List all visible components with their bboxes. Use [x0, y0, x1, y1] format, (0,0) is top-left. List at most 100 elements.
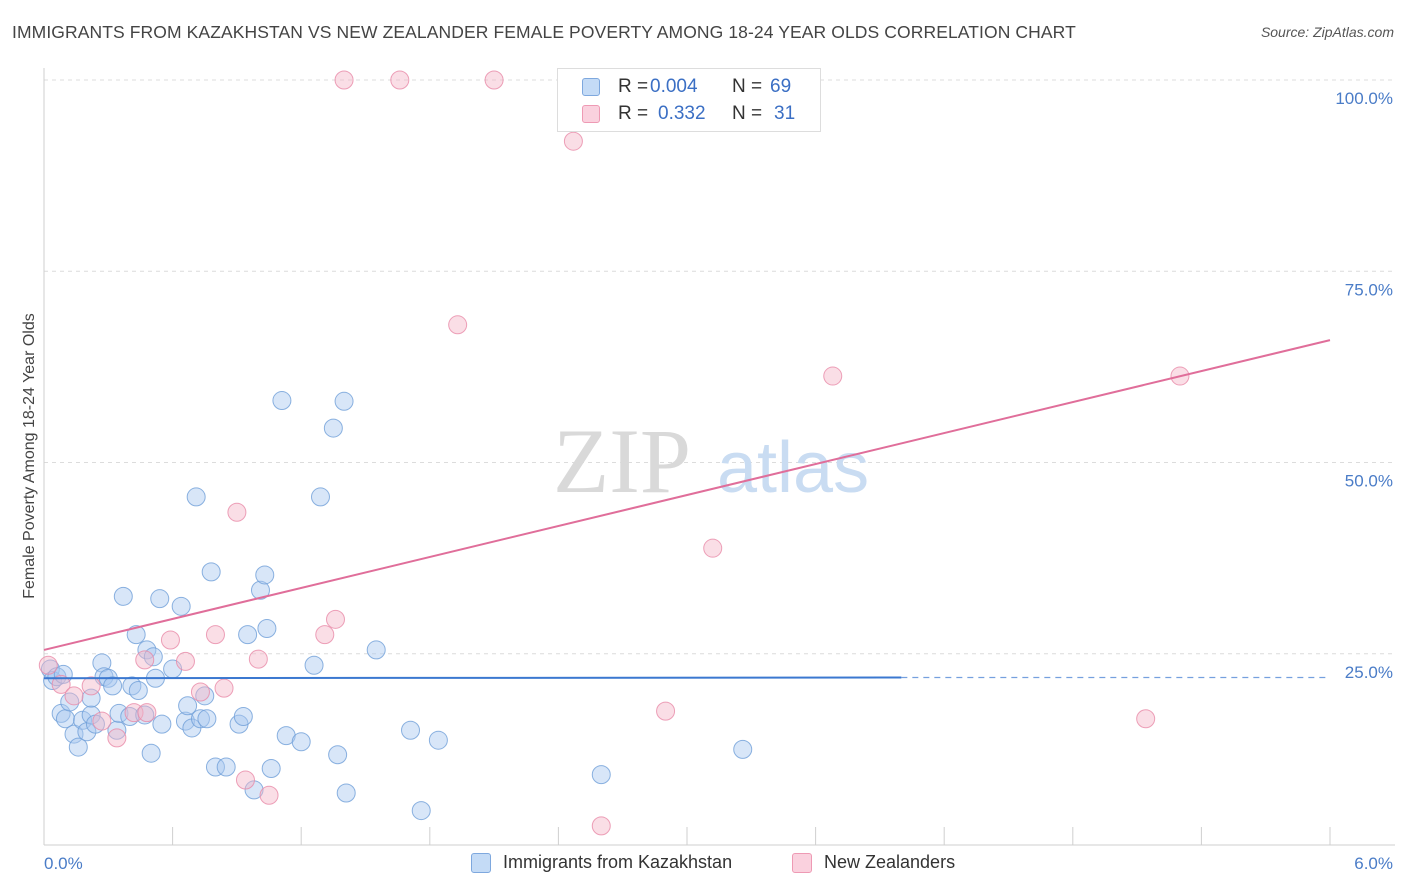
- data-point-kazakhstan: [141, 743, 161, 763]
- axes: [43, 68, 1395, 846]
- data-point-kazakhstan: [428, 730, 448, 750]
- data-point-kazakhstan: [81, 705, 101, 725]
- bottom-legend-swatch-pink: [792, 853, 812, 873]
- data-points: [38, 70, 1190, 836]
- data-point-kazakhstan: [255, 565, 275, 585]
- data-point-kazakhstan: [328, 745, 348, 765]
- data-point-kazakhstan: [152, 714, 172, 734]
- watermark-atlas: atlas: [717, 428, 869, 508]
- legend-n-value: 69: [770, 76, 792, 97]
- data-point-kazakhstan: [250, 580, 270, 600]
- data-point-kazakhstan: [216, 757, 236, 777]
- x-tick-labels: 0.0% 6.0%: [44, 854, 1393, 873]
- data-point-kazakhstan: [186, 487, 206, 507]
- data-point-kazakhstan: [68, 737, 88, 757]
- data-point-kazakhstan: [366, 640, 386, 660]
- data-point-new_zealanders: [703, 538, 723, 558]
- data-point-kazakhstan: [591, 765, 611, 785]
- trend-line-kazakhstan: [43, 676, 902, 680]
- data-point-kazakhstan: [336, 783, 356, 803]
- data-point-new_zealanders: [325, 609, 345, 629]
- data-point-kazakhstan: [171, 596, 191, 616]
- chart-title: IMMIGRANTS FROM KAZAKHSTAN VS NEW ZEALAN…: [12, 22, 1076, 42]
- data-point-kazakhstan: [257, 619, 277, 639]
- data-point-kazakhstan: [109, 703, 129, 723]
- data-point-kazakhstan: [150, 589, 170, 609]
- data-point-new_zealanders: [160, 630, 180, 650]
- data-point-kazakhstan: [310, 487, 330, 507]
- data-point-kazakhstan: [128, 680, 148, 700]
- y-tick-label: 75.0%: [1345, 280, 1393, 299]
- data-point-kazakhstan: [411, 801, 431, 821]
- data-point-new_zealanders: [448, 315, 468, 335]
- data-point-new_zealanders: [135, 650, 155, 670]
- source-label: Source: ZipAtlas.com: [1260, 24, 1394, 40]
- data-point-new_zealanders: [390, 70, 410, 90]
- data-point-kazakhstan: [103, 676, 123, 696]
- data-point-new_zealanders: [823, 366, 843, 386]
- data-point-kazakhstan: [178, 696, 198, 716]
- data-point-new_zealanders: [563, 131, 583, 151]
- y-axis-label: Female Poverty Among 18-24 Year Olds: [21, 313, 38, 599]
- data-point-kazakhstan: [261, 759, 281, 778]
- y-tick-labels: 25.0% 50.0% 75.0% 100.0%: [1335, 89, 1393, 682]
- data-point-new_zealanders: [248, 649, 268, 669]
- data-point-kazakhstan: [233, 706, 253, 726]
- data-point-new_zealanders: [334, 70, 354, 90]
- data-point-new_zealanders: [175, 651, 195, 671]
- watermark-zip: ZIP: [553, 410, 691, 512]
- bottom-legend-label: Immigrants from Kazakhstan: [503, 852, 733, 872]
- data-point-kazakhstan: [107, 720, 127, 740]
- grid-lines: [44, 79, 1395, 655]
- legend-n-label: N =: [732, 76, 763, 97]
- legend-r-value: 0.004: [650, 76, 698, 97]
- data-point-kazakhstan: [272, 391, 292, 411]
- legend-n-label: N =: [732, 103, 763, 124]
- data-point-new_zealanders: [591, 816, 611, 836]
- data-point-kazakhstan: [323, 418, 343, 438]
- data-point-kazakhstan: [190, 709, 210, 729]
- data-point-new_zealanders: [107, 728, 127, 748]
- bottom-legend-label: New Zealanders: [824, 852, 956, 872]
- data-point-kazakhstan: [113, 586, 133, 606]
- legend-swatch-pink: [582, 105, 600, 123]
- data-point-new_zealanders: [137, 703, 157, 723]
- legend-n-value: 31: [774, 103, 796, 124]
- data-point-kazakhstan: [238, 625, 258, 645]
- correlation-legend: R = 0.004 N = 69 R = 0.332 N = 31: [557, 68, 821, 132]
- data-point-new_zealanders: [51, 674, 71, 694]
- data-point-kazakhstan: [197, 709, 217, 729]
- trend-line-new_zealanders: [43, 339, 1331, 651]
- watermark: ZIP atlas: [553, 410, 869, 512]
- y-tick-label: 50.0%: [1345, 472, 1393, 491]
- x-tick-label: 6.0%: [1354, 854, 1393, 873]
- data-point-kazakhstan: [291, 732, 311, 752]
- data-point-new_zealanders: [214, 678, 234, 698]
- data-point-new_zealanders: [259, 785, 279, 805]
- data-point-new_zealanders: [315, 625, 335, 645]
- legend-r-label: R =: [618, 76, 649, 97]
- data-point-kazakhstan: [201, 562, 221, 582]
- data-point-new_zealanders: [92, 711, 112, 731]
- y-tick-label: 100.0%: [1335, 89, 1393, 108]
- data-point-new_zealanders: [205, 625, 225, 645]
- bottom-legend-swatch-blue: [471, 853, 491, 873]
- y-tick-label: 25.0%: [1345, 663, 1393, 682]
- data-point-new_zealanders: [38, 655, 58, 675]
- data-point-kazakhstan: [304, 655, 324, 675]
- data-point-new_zealanders: [1136, 709, 1156, 729]
- legend-r-value: 0.332: [658, 103, 706, 124]
- legend-swatch-blue: [582, 78, 600, 96]
- data-point-new_zealanders: [484, 70, 504, 90]
- data-point-new_zealanders: [64, 686, 84, 706]
- trend-lines: [43, 339, 1331, 680]
- data-point-new_zealanders: [656, 701, 676, 721]
- data-point-new_zealanders: [81, 676, 101, 696]
- data-point-new_zealanders: [235, 770, 255, 790]
- data-point-kazakhstan: [401, 720, 421, 740]
- data-point-kazakhstan: [126, 625, 146, 645]
- legend-r-label: R =: [618, 103, 649, 124]
- x-tick-label: 0.0%: [44, 854, 83, 873]
- data-point-new_zealanders: [190, 682, 210, 702]
